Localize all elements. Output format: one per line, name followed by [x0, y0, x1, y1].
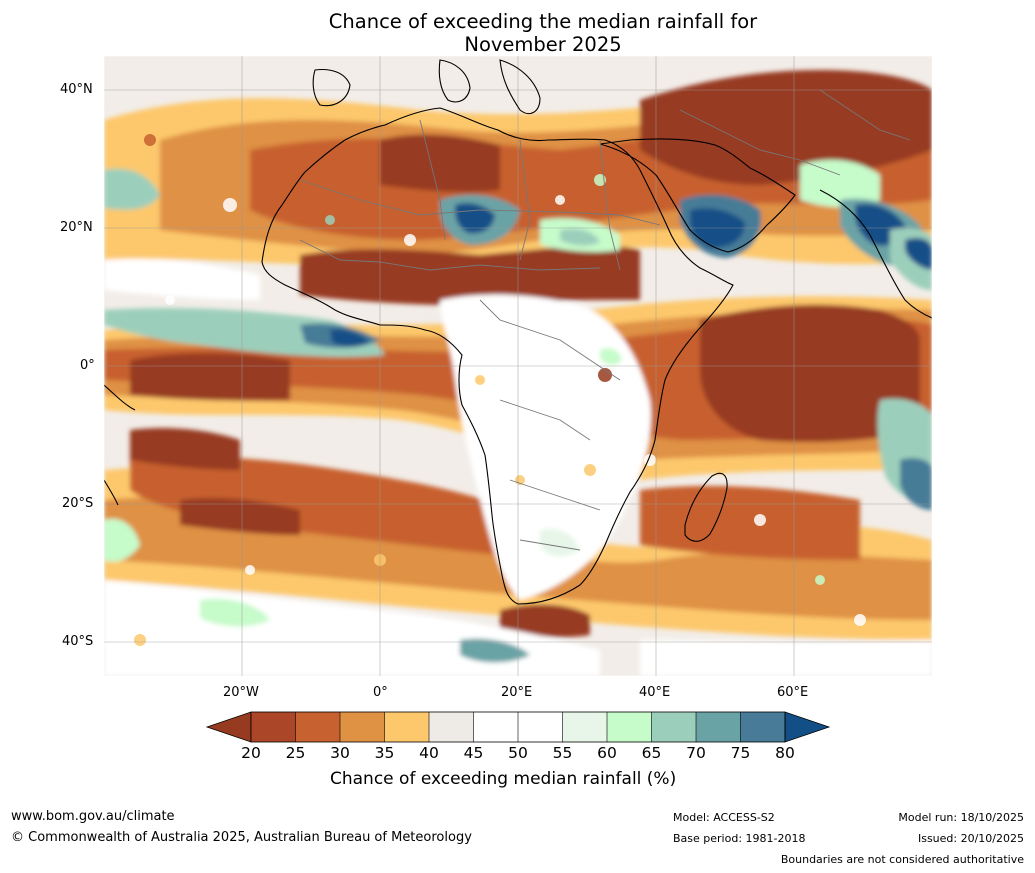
- colorbar: [205, 711, 831, 743]
- coastlines: [104, 59, 932, 605]
- country-borders: [299, 89, 911, 551]
- lon-label-0: 0°: [373, 685, 388, 700]
- footer-model-run: Model run: 18/10/2025: [898, 811, 1024, 824]
- title-line-2: November 2025: [464, 33, 622, 56]
- colorbar-high-arrow: [784, 711, 831, 743]
- colorbar-swatch: [740, 712, 785, 742]
- lon-label-60e: 60°E: [777, 685, 809, 700]
- colorbar-title: Chance of exceeding median rainfall (%): [330, 769, 677, 789]
- footer-website-link[interactable]: www.bom.gov.au/climate: [11, 809, 175, 824]
- colorbar-tick: 25: [285, 744, 306, 762]
- colorbar-tick: 55: [552, 744, 573, 762]
- colorbar-tick: 50: [508, 744, 528, 762]
- colorbar-swatch: [696, 712, 741, 742]
- colorbar-tick: 20: [241, 744, 261, 762]
- colorbar-tick: 30: [330, 744, 350, 762]
- colorbar-tick: 35: [374, 744, 395, 762]
- colorbar-tick: 75: [730, 744, 751, 762]
- colorbar-swatch: [518, 712, 563, 742]
- colorbar-swatch: [473, 712, 518, 742]
- lon-label-20w: 20°W: [223, 685, 259, 700]
- lat-label-20n: 20°N: [60, 220, 93, 235]
- colorbar-low-arrow: [205, 711, 252, 743]
- footer-disclaimer: Boundaries are not considered authoritat…: [780, 853, 1024, 866]
- colorbar-swatch: [340, 712, 385, 742]
- colorbar-tick: 70: [686, 744, 706, 762]
- footer-base-period: Base period: 1981-2018: [673, 832, 806, 845]
- rainfall-probability-field: [104, 56, 932, 676]
- colorbar-tick: 45: [463, 744, 484, 762]
- colorbar-tick: 65: [641, 744, 662, 762]
- title-line-1: Chance of exceeding the median rainfall …: [328, 10, 758, 33]
- colorbar-swatch: [607, 712, 652, 742]
- lat-label-40n: 40°N: [60, 82, 93, 97]
- footer-issued: Issued: 20/10/2025: [917, 832, 1024, 845]
- graticule: [104, 56, 932, 676]
- colorbar-swatch: [251, 712, 296, 742]
- colorbar-tick: 60: [597, 744, 617, 762]
- map-frame: [103, 55, 933, 677]
- lat-label-40s: 40°S: [62, 634, 94, 649]
- colorbar-swatch: [429, 712, 474, 742]
- colorbar-tick: 80: [775, 744, 795, 762]
- colorbar-ticks: 20 25 30 35 40 45 50 55 60 65 70 75 80: [0, 744, 1035, 764]
- lat-label-20s: 20°S: [62, 496, 94, 511]
- colorbar-tick: 40: [419, 744, 439, 762]
- footer-model: Model: ACCESS-S2: [673, 811, 775, 824]
- footer-copyright: © Commonwealth of Australia 2025, Austra…: [11, 830, 472, 845]
- lon-label-40e: 40°E: [639, 685, 671, 700]
- colorbar-swatch: [651, 712, 696, 742]
- lon-label-20e: 20°E: [501, 685, 533, 700]
- colorbar-swatch: [384, 712, 429, 742]
- lat-label-equator: 0°: [80, 358, 95, 373]
- colorbar-swatch: [562, 712, 607, 742]
- colorbar-swatch: [295, 712, 340, 742]
- map-title: Chance of exceeding the median rainfall …: [0, 10, 1035, 56]
